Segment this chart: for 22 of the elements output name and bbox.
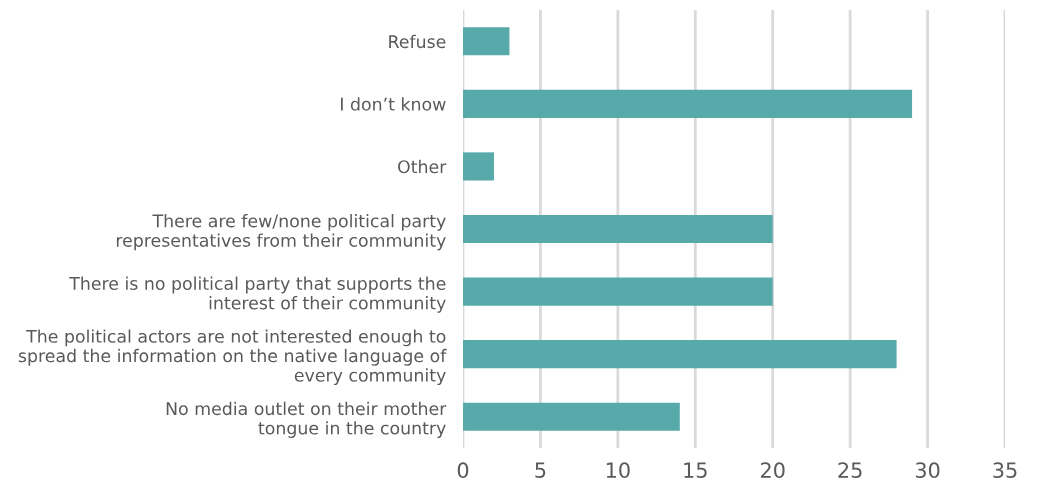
x-tick-label: 5: [535, 462, 546, 479]
y-tick-label: The political actors are not interested enough to spread the information on the native language of every community: [18, 329, 447, 386]
x-tick-label: 15: [684, 462, 707, 479]
x-tick-label: 35: [993, 462, 1017, 479]
x-tick-label: 30: [915, 462, 940, 479]
bar: [463, 277, 773, 306]
y-tick-label: Refuse: [389, 34, 446, 49]
bar: [463, 152, 494, 181]
bar: [463, 27, 510, 56]
y-tick-label: I don’t know: [341, 97, 446, 111]
y-tick-label: No media outlet on their mother tongue in the country: [166, 401, 447, 438]
bar: [463, 340, 897, 369]
x-tick-label: 0: [457, 462, 469, 479]
bar: [463, 402, 680, 431]
y-tick-label: There are few/none political party representatives from their community: [116, 214, 446, 251]
bar: [463, 89, 913, 118]
x-tick-label: 10: [606, 462, 630, 479]
bar: [463, 214, 773, 244]
x-tick-label: 20: [760, 462, 785, 479]
y-tick-label: There is no political party that supports the interest of their community: [69, 276, 446, 313]
y-tick-label: Other: [398, 159, 447, 174]
x-tick-label: 25: [838, 462, 862, 479]
